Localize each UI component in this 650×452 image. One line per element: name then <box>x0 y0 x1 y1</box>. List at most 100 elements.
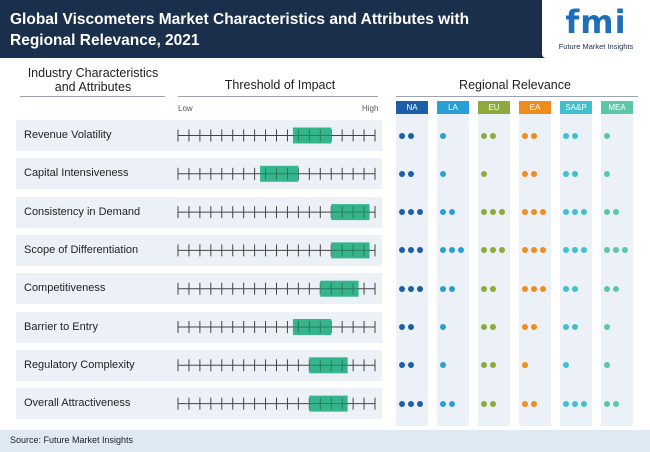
relevance-dot <box>563 247 569 254</box>
relevance-dot <box>408 170 414 177</box>
relevance-dot <box>490 400 496 407</box>
relevance-dot <box>399 247 405 254</box>
attribute-label: Capital Intensiveness <box>24 167 129 180</box>
relevance-dot <box>531 170 537 177</box>
relevance-dot <box>522 247 528 254</box>
regional-underline <box>396 96 638 97</box>
relevance-dot <box>604 247 610 254</box>
relevance-dot <box>408 209 414 216</box>
logo-panel <box>542 0 650 58</box>
attribute-label: Overall Attractiveness <box>24 397 131 410</box>
threshold-header: Threshold of Impact <box>224 78 336 92</box>
relevance-dot <box>572 324 578 330</box>
relevance-dot <box>481 362 487 369</box>
relevance-dot <box>581 400 587 407</box>
region-column-na <box>396 101 428 426</box>
high-label: High <box>362 104 379 113</box>
relevance-dot <box>440 170 446 177</box>
relevance-dot <box>408 324 414 330</box>
relevance-dot <box>490 362 496 369</box>
relevance-dot <box>490 285 496 292</box>
relevance-dot <box>572 247 578 254</box>
low-label: Low <box>178 104 193 113</box>
relevance-dot <box>408 247 414 254</box>
relevance-dot <box>522 324 528 330</box>
region-column-mea <box>601 101 633 426</box>
relevance-dot <box>581 209 587 216</box>
fmi-logo: fmi <box>565 3 627 41</box>
relevance-dot <box>563 170 569 177</box>
relevance-dot <box>399 400 405 407</box>
attribute-label: Revenue Volatility <box>24 129 112 141</box>
relevance-dot <box>399 132 405 139</box>
relevance-dot <box>408 285 414 292</box>
relevance-dot <box>531 132 537 139</box>
relevance-dot <box>563 285 569 292</box>
threshold-underline <box>178 96 378 97</box>
relevance-dot <box>604 324 610 330</box>
regional-header: Regional Relevance <box>459 78 571 92</box>
title-banner <box>0 0 650 58</box>
relevance-dot <box>481 324 487 330</box>
relevance-dot <box>481 285 487 292</box>
relevance-dot <box>440 209 446 216</box>
attribute-label: Barrier to Entry <box>24 320 98 333</box>
relevance-dot <box>522 132 528 139</box>
relevance-dot <box>481 132 487 139</box>
relevance-dot <box>540 209 546 216</box>
relevance-dot <box>399 362 405 369</box>
relevance-dot <box>613 209 619 216</box>
relevance-dot <box>604 132 610 139</box>
relevance-dot <box>399 170 405 177</box>
characteristics-header: Industry Characteristics and Attributes <box>27 66 159 94</box>
region-tag-mea: MEA <box>601 101 633 114</box>
attribute-label: Scope of Differentiation <box>24 243 139 256</box>
relevance-dot <box>417 285 423 292</box>
relevance-dot <box>572 209 578 216</box>
relevance-dot <box>417 247 423 254</box>
relevance-dot <box>449 400 455 407</box>
relevance-dot <box>440 362 446 369</box>
relevance-dot <box>417 400 423 407</box>
relevance-dot <box>490 132 496 139</box>
relevance-dot <box>440 132 446 139</box>
relevance-dot <box>408 362 414 369</box>
relevance-dot <box>449 285 455 292</box>
region-column-eu <box>478 101 510 426</box>
relevance-dot <box>531 285 537 292</box>
region-column-ea <box>519 101 551 426</box>
relevance-dot <box>531 400 537 407</box>
characteristics-underline <box>20 96 165 97</box>
relevance-dot <box>613 247 619 254</box>
relevance-dot <box>481 247 487 254</box>
relevance-dot <box>490 247 496 254</box>
relevance-dot <box>604 362 610 369</box>
relevance-dot <box>572 170 578 177</box>
chart-title: Global Viscometers Market Characteristic… <box>10 11 470 49</box>
relevance-dot <box>531 247 537 254</box>
relevance-dot <box>604 209 610 216</box>
relevance-dot <box>540 285 546 292</box>
relevance-dot <box>604 285 610 292</box>
relevance-dot <box>458 247 464 254</box>
relevance-dot <box>522 209 528 216</box>
relevance-dot <box>449 247 455 254</box>
relevance-dot <box>613 285 619 292</box>
relevance-dot <box>572 285 578 292</box>
relevance-dot <box>490 324 496 330</box>
relevance-dot <box>604 170 610 177</box>
relevance-dot <box>531 209 537 216</box>
relevance-dot <box>440 400 446 407</box>
region-column-la <box>437 101 469 426</box>
relevance-dot <box>499 209 505 216</box>
relevance-dot <box>622 247 628 254</box>
relevance-dot <box>440 324 446 330</box>
region-column-sap <box>560 101 592 426</box>
relevance-dot <box>399 209 405 216</box>
relevance-dot <box>522 362 528 369</box>
relevance-dot <box>563 132 569 139</box>
relevance-dot <box>490 209 496 216</box>
relevance-dot <box>563 324 569 330</box>
relevance-dot <box>604 400 610 407</box>
